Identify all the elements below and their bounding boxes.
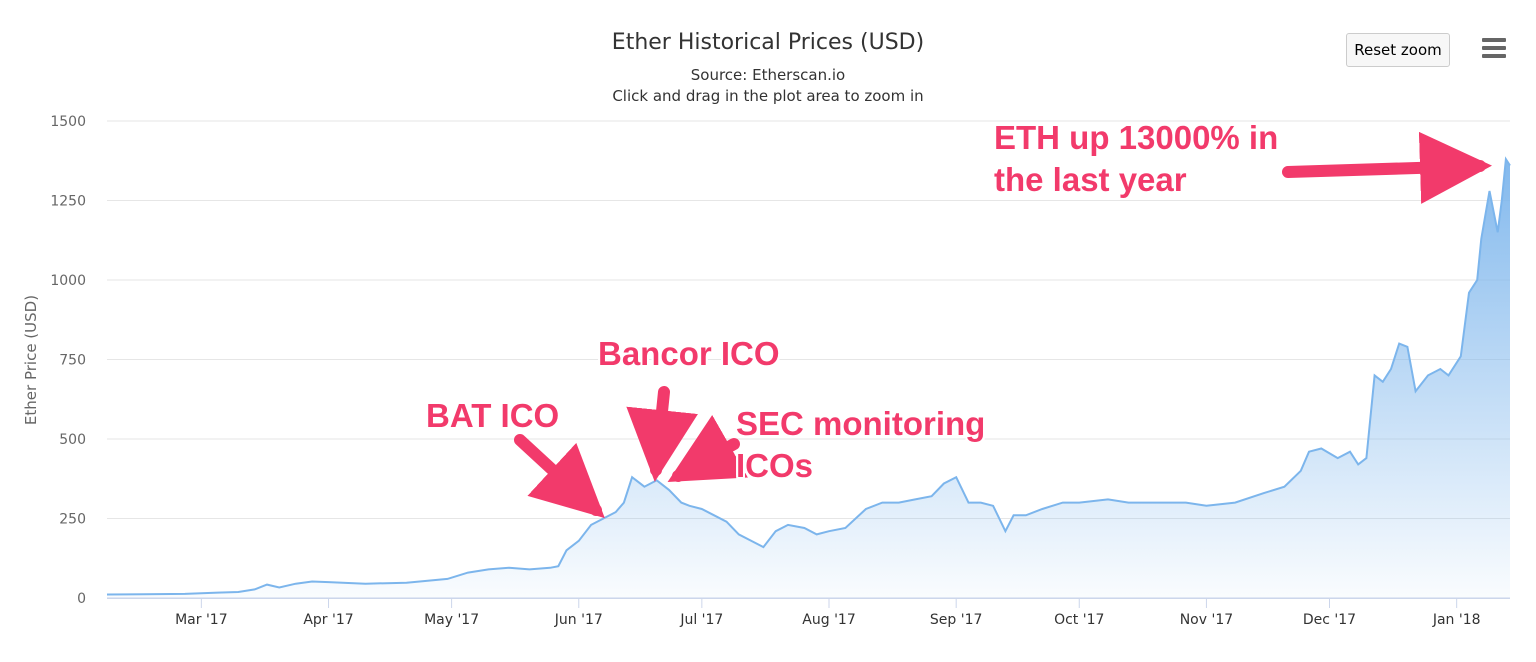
y-axis-tick-labels: 0 250 500 750 1000 1250 1500 — [50, 114, 86, 607]
y-tick-label: 1250 — [50, 194, 86, 210]
bat-ico-annotation: BAT ICO — [426, 397, 560, 434]
bancor-arrow — [626, 386, 698, 482]
eth-arrow — [1282, 131, 1492, 204]
x-tick-label: Aug '17 — [802, 612, 855, 628]
grid-lines — [107, 120, 1510, 599]
y-tick-label: 250 — [59, 512, 86, 528]
chart-title: Ether Historical Prices (USD) — [611, 30, 925, 55]
price-series-line — [106, 156, 1511, 596]
y-axis-title: Ether Price (USD) — [22, 295, 40, 425]
sec-monitoring-annotation-line2: ICOs — [736, 447, 814, 484]
chart-subtitle-hint: Click and drag in the plot area to zoom … — [612, 87, 924, 105]
sec-monitoring-annotation-line1: SEC monitoring — [736, 405, 986, 442]
price-area-fill — [107, 159, 1510, 598]
x-tick-label: Sep '17 — [930, 612, 983, 628]
reset-zoom-button[interactable]: Reset zoom — [1346, 33, 1450, 67]
eth-gain-annotation-line1: ETH up 13000% in — [994, 119, 1279, 156]
y-tick-label: 1500 — [50, 114, 86, 130]
eth-gain-annotation-line2: the last year — [994, 161, 1187, 198]
x-axis-tick-labels: Mar '17 Apr '17 May '17 Jun '17 Jul '17 Aug '… — [175, 612, 1480, 628]
x-tick-label: Jul '17 — [679, 612, 723, 628]
y-tick-label: 750 — [59, 353, 86, 369]
chart-subtitle: Source: Etherscan.io — [690, 66, 846, 84]
x-tick-label: Nov '17 — [1180, 612, 1233, 628]
x-tick-label: Jan '18 — [1432, 612, 1481, 628]
bat-arrow — [514, 434, 605, 519]
annotation-arrows — [514, 131, 1492, 519]
bancor-ico-annotation: Bancor ICO — [598, 335, 780, 372]
x-axis — [107, 598, 1510, 608]
x-tick-label: Dec '17 — [1303, 612, 1356, 628]
x-tick-label: Apr '17 — [303, 612, 353, 628]
x-tick-label: May '17 — [424, 612, 479, 628]
y-tick-label: 0 — [77, 591, 86, 607]
x-tick-label: Mar '17 — [175, 612, 228, 628]
x-tick-label: Jun '17 — [554, 612, 603, 628]
sec-arrow — [667, 414, 748, 482]
x-tick-label: Oct '17 — [1054, 612, 1104, 628]
y-tick-label: 500 — [59, 432, 86, 448]
hamburger-menu-icon[interactable] — [1482, 38, 1506, 60]
y-tick-label: 1000 — [50, 273, 86, 289]
